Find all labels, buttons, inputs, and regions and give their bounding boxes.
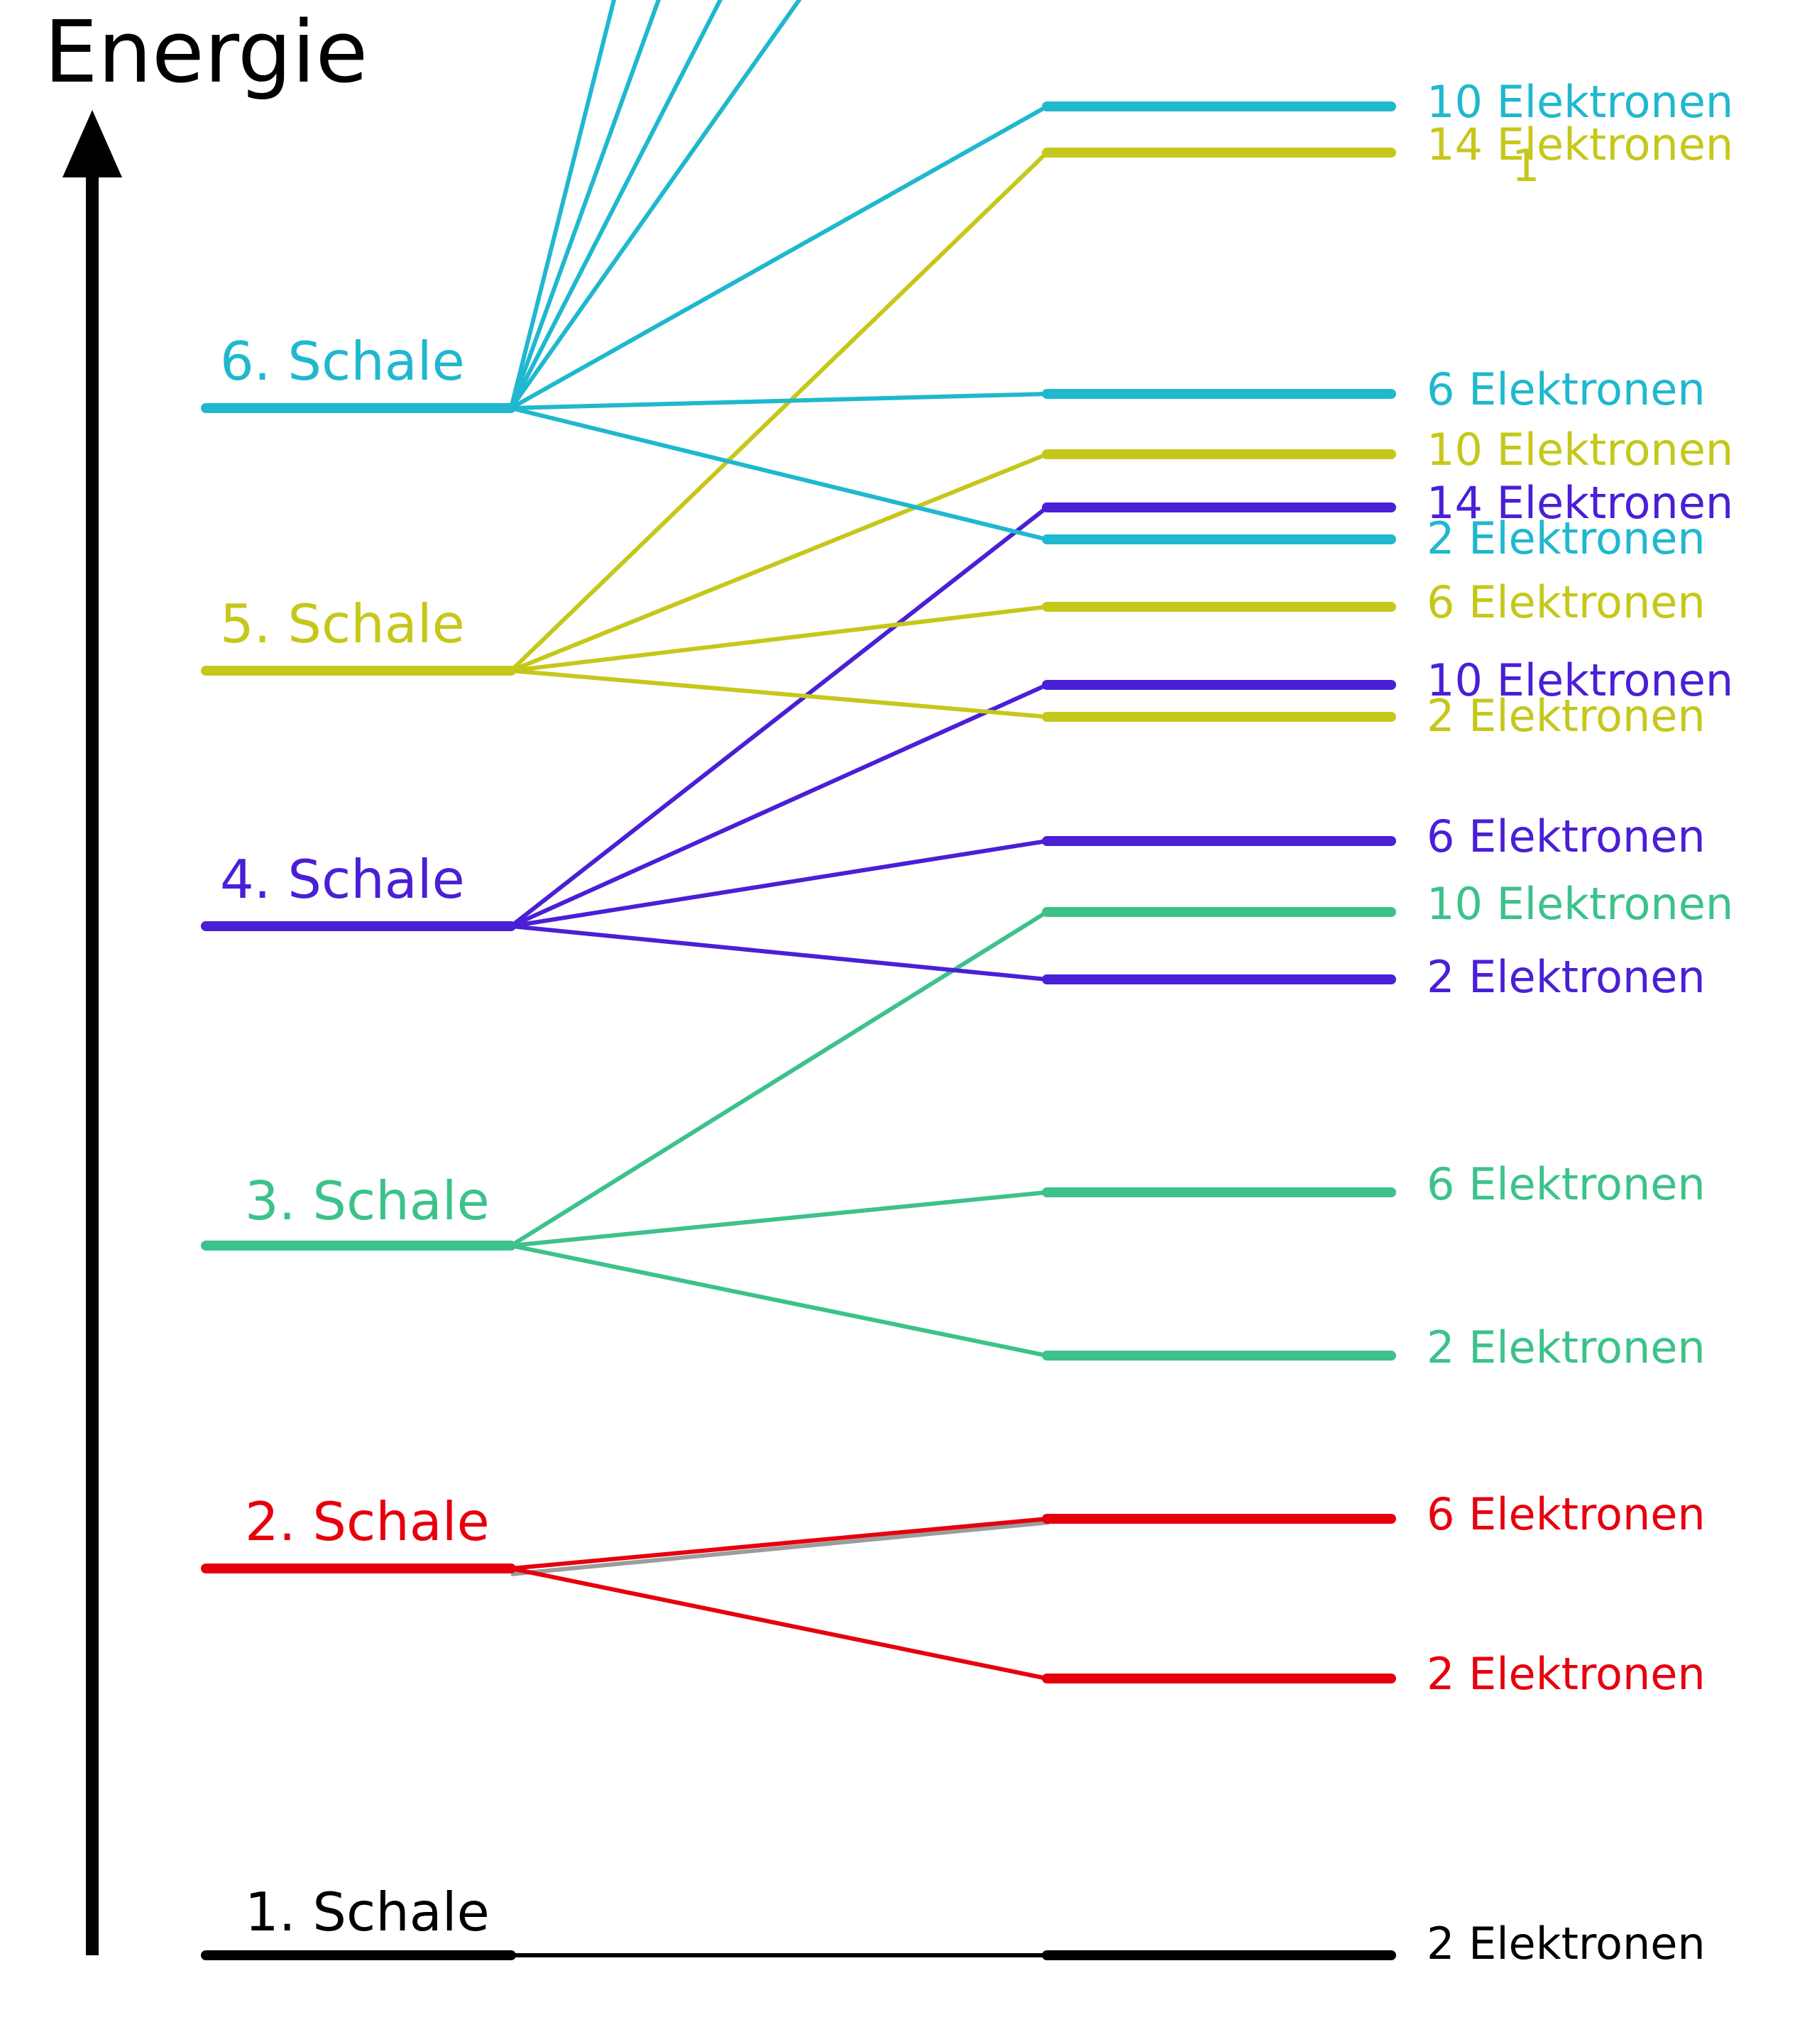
energy-level-diagram: Energie 1. Schale 2 Elektronen 2. Schale 2 E…: [0, 0, 1817, 2044]
electron-count-shell6-1: 6 Elektronen: [1427, 363, 1706, 415]
shell-label-5: 5. Schale: [220, 593, 465, 655]
electron-count-shell5-2: 10 Elektronen: [1427, 424, 1733, 476]
electron-count-shell3-0: 2 Elektronen: [1427, 1322, 1706, 1373]
electron-count-shell2-1: 6 Elektronen: [1427, 1488, 1706, 1540]
shell-label-3: 3. Schale: [245, 1170, 490, 1232]
electron-count-overlay-shell5-3: 1: [1512, 140, 1539, 192]
electron-count-shell1-0: 2 Elektronen: [1427, 1918, 1706, 1969]
shell-label-2: 2. Schale: [245, 1490, 490, 1553]
electron-count-shell3-2: 10 Elektronen: [1427, 878, 1733, 930]
electron-count-shell6-0: 2 Elektronen: [1427, 512, 1706, 564]
electron-count-shell3-1: 6 Elektronen: [1427, 1158, 1706, 1210]
shell-label-4: 4. Schale: [220, 848, 465, 911]
electron-count-shell6-2: 10 Elektronen: [1427, 76, 1733, 128]
shell-label-6: 6. Schale: [220, 330, 465, 392]
background: [0, 0, 1817, 2044]
electron-count-shell2-0: 2 Elektronen: [1427, 1648, 1706, 1700]
shell-label-1: 1. Schale: [245, 1881, 490, 1943]
electron-count-shell5-0: 2 Elektronen: [1427, 690, 1706, 742]
electron-count-shell4-0: 2 Elektronen: [1427, 951, 1706, 1003]
electron-count-shell5-1: 6 Elektronen: [1427, 576, 1706, 628]
energy-axis-label: Energie: [44, 4, 368, 102]
electron-count-shell4-1: 6 Elektronen: [1427, 811, 1706, 862]
